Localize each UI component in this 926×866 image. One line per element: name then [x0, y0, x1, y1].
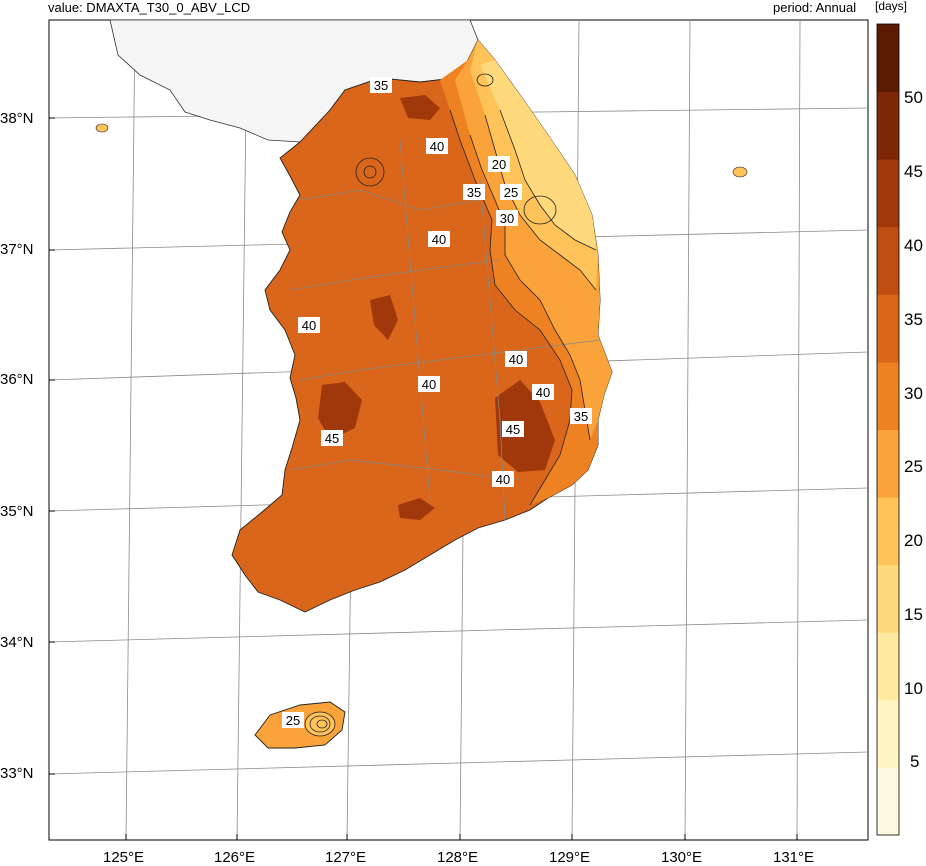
contour-label: 40: [428, 231, 450, 247]
colorbar-frame: [876, 23, 900, 836]
colorbar-segment: [877, 699, 899, 768]
ulleung-island: [732, 166, 748, 178]
blob-45-north: [400, 95, 440, 120]
colorbar-segment: [877, 226, 899, 295]
contour-label: 30: [496, 210, 518, 226]
colorbar-tick: 35: [904, 310, 923, 329]
lat-label: 36°N: [0, 371, 34, 388]
jeju-contours: [309, 715, 331, 733]
blob-40-hole: [395, 400, 440, 455]
svg-text:35: 35: [574, 409, 588, 424]
lat-label: 37°N: [0, 241, 34, 258]
svg-text:40: 40: [536, 385, 550, 400]
lat-label: 33°N: [0, 765, 34, 782]
colorbar-tick: 20: [904, 531, 923, 550]
small-island-w: [95, 123, 109, 133]
colorbar-tick: 40: [904, 236, 923, 255]
svg-text:35: 35: [374, 78, 388, 93]
blob-45-center: [370, 295, 398, 340]
unit-label: [days]: [875, 0, 908, 13]
contour-label: 40: [418, 376, 440, 392]
contour-label: 35: [370, 77, 392, 93]
svg-text:45: 45: [325, 431, 339, 446]
svg-text:40: 40: [496, 472, 510, 487]
colorbar-segment: [877, 497, 899, 566]
svg-text:30: 30: [500, 211, 514, 226]
contour-label: 25: [282, 712, 304, 728]
colorbar-segment: [877, 564, 899, 633]
colorbar-tick: 15: [904, 605, 923, 624]
lat-label: 35°N: [0, 503, 34, 520]
blob-45-sw: [318, 382, 362, 440]
lat-label: 34°N: [0, 634, 34, 651]
colorbar-segment: [877, 767, 899, 836]
svg-text:40: 40: [430, 139, 444, 154]
contour-label: 35: [463, 184, 485, 200]
svg-text:40: 40: [432, 232, 446, 247]
svg-text:25: 25: [504, 185, 518, 200]
province-boundaries: [289, 139, 601, 521]
contour-label: 45: [502, 421, 524, 437]
contour-label: 35: [570, 408, 592, 424]
contour-label: 45: [321, 430, 343, 446]
svg-text:40: 40: [509, 352, 523, 367]
contour-label-group: 35 40 20 35 25 30 40 40 40 40 40 45 45 3…: [282, 77, 592, 728]
colorbar-tick: 30: [904, 384, 923, 403]
period-title: period: Annual: [773, 0, 857, 15]
colorbar-segment: [877, 159, 899, 228]
lon-label: 127°E: [325, 849, 367, 866]
colorbar-segment: [877, 294, 899, 363]
blob-45-se: [495, 380, 555, 472]
contour-label: 40: [492, 471, 514, 487]
colorbar-segment: [877, 91, 899, 160]
value-title: value: DMAXTA_T30_0_ABV_LCD: [48, 0, 251, 15]
band-20: [480, 60, 596, 250]
svg-text:45: 45: [506, 422, 520, 437]
lat-label: 38°N: [0, 110, 34, 127]
svg-text:25: 25: [286, 713, 300, 728]
svg-text:20: 20: [492, 157, 506, 172]
frame-ticks: [49, 117, 798, 840]
svg-text:40: 40: [422, 377, 436, 392]
colorbar-segment: [877, 361, 899, 430]
blob-45-south: [398, 498, 435, 520]
svg-text:35: 35: [467, 185, 481, 200]
lon-label: 128°E: [437, 849, 479, 866]
colorbar-tick: 25: [904, 457, 923, 476]
colorbar-tick: 10: [904, 679, 923, 698]
contour-label: 25: [500, 184, 522, 200]
colorbar-tick: 50: [904, 88, 923, 107]
colorbar-segment: [877, 429, 899, 498]
contour-label: 20: [488, 156, 510, 172]
svg-text:40: 40: [302, 318, 316, 333]
colorbar-tick: 5: [910, 752, 920, 771]
colorbar-segment: [877, 24, 899, 93]
contour-label: 40: [298, 317, 320, 333]
contour-label: 40: [426, 138, 448, 154]
jeju-center: [304, 711, 336, 737]
lon-label: 131°E: [773, 849, 815, 866]
lon-label: 130°E: [661, 849, 703, 866]
contour-label: 40: [505, 351, 527, 367]
lon-label: 129°E: [549, 849, 591, 866]
lon-label: 126°E: [214, 849, 256, 866]
colorbar: [877, 24, 899, 836]
lon-label: 125°E: [103, 849, 145, 866]
colorbar-tick: 45: [904, 162, 923, 181]
contour-label: 40: [532, 384, 554, 400]
colorbar-segment: [877, 632, 899, 701]
